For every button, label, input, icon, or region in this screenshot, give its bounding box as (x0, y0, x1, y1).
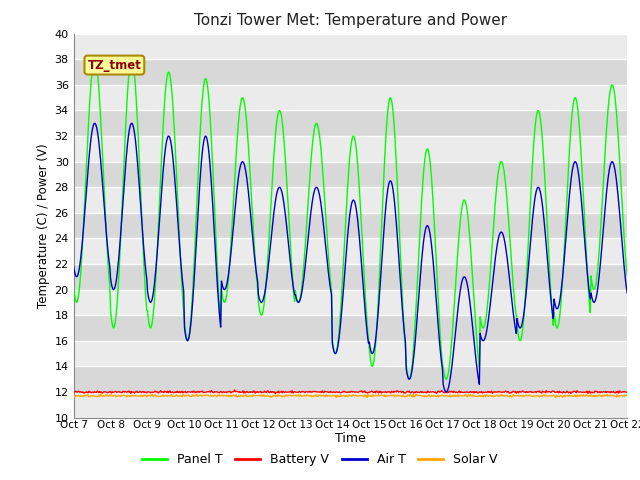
Bar (74, 341, 627, 366)
Bar (74, 85, 627, 110)
Y-axis label: Temperature (C) / Power (V): Temperature (C) / Power (V) (37, 144, 51, 308)
Bar (74, 264, 627, 289)
X-axis label: Time: Time (335, 432, 366, 445)
Bar (74, 366, 627, 392)
Bar (74, 162, 627, 187)
Legend: Panel T, Battery V, Air T, Solar V: Panel T, Battery V, Air T, Solar V (138, 448, 502, 471)
Bar (74, 34, 627, 59)
Bar (74, 187, 627, 213)
Bar (74, 289, 627, 315)
Text: TZ_tmet: TZ_tmet (88, 59, 141, 72)
Bar (74, 136, 627, 162)
Bar (74, 392, 627, 418)
Title: Tonzi Tower Met: Temperature and Power: Tonzi Tower Met: Temperature and Power (194, 13, 507, 28)
Bar (74, 315, 627, 341)
Bar (74, 213, 627, 239)
Bar (74, 110, 627, 136)
Bar (74, 239, 627, 264)
Bar (74, 59, 627, 85)
